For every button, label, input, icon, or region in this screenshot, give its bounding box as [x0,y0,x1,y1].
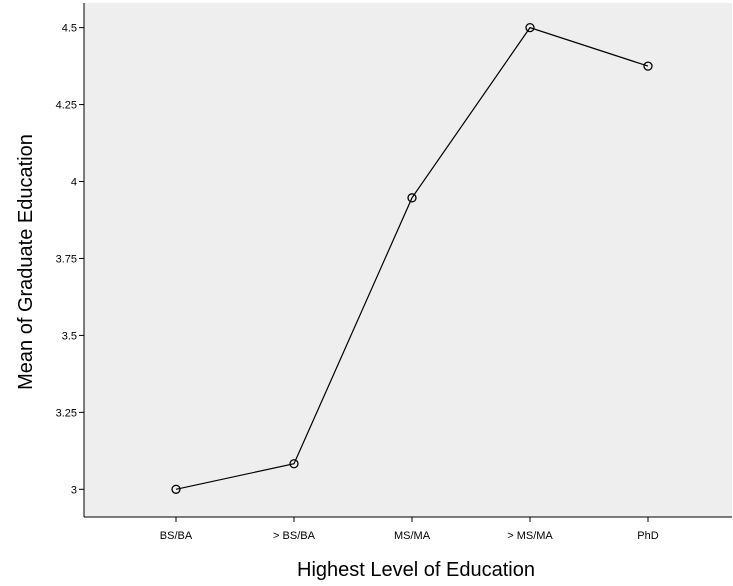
data-point [407,193,417,203]
y-tick-label: 4.25 [56,100,77,112]
x-tick-label: MS/MA [394,530,431,542]
y-tick-label: 3.5 [62,330,77,342]
data-point [171,484,181,494]
y-tick-label: 3 [71,484,77,496]
plot-area [84,3,732,517]
y-axis-title: Mean of Graduate Education [15,134,37,390]
y-tick-label: 3.75 [56,253,77,265]
y-tick-label: 4 [71,177,77,189]
series-line [175,26,649,490]
x-tick-label: > MS/MA [507,530,553,542]
data-point [643,61,653,71]
x-axis-ticks: BS/BA > BS/BA MS/MA > MS/MA PhD [160,517,659,542]
x-tick-label: > BS/BA [273,530,316,542]
y-tick-label: 3.25 [56,407,77,419]
x-tick-label: PhD [637,530,658,542]
data-point [289,459,299,469]
series-group [171,22,653,494]
y-axis-ticks: 3 3.25 3.5 3.75 4 4.25 4.5 [56,23,84,496]
y-tick-label: 4.5 [62,23,77,35]
x-tick-label: BS/BA [160,530,193,542]
x-axis-title: Highest Level of Education [297,559,535,581]
data-point [525,22,535,33]
